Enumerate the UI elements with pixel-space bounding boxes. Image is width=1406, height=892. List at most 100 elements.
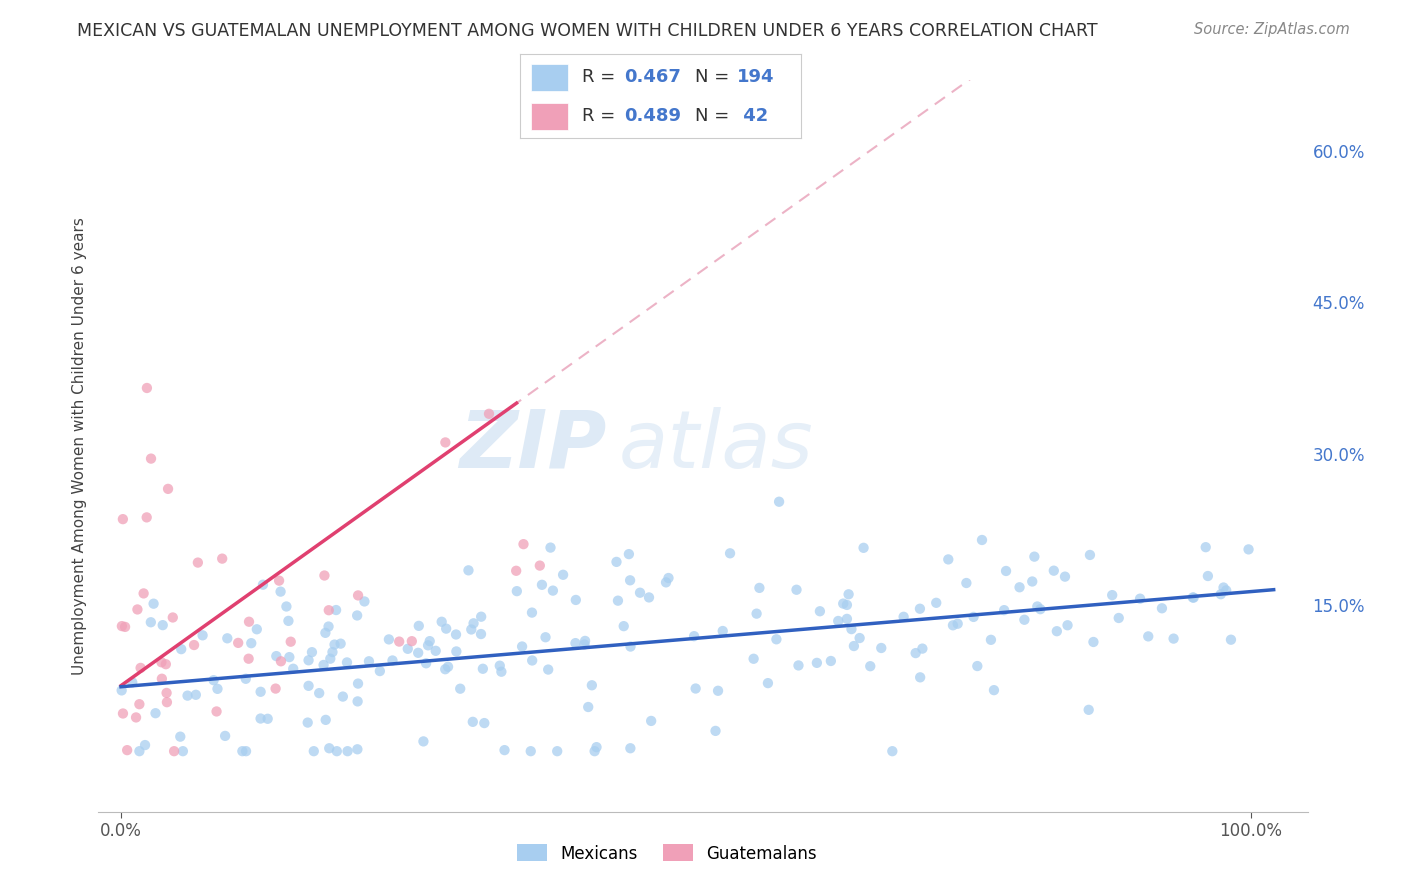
Point [297, 715, 319, 730]
Point [321, 645, 343, 659]
Point [470, 609, 492, 624]
Point [425, 644, 447, 658]
Point [319, 651, 342, 665]
Text: 0.489: 0.489 [624, 107, 682, 125]
Point [231, 744, 253, 758]
Point [619, 640, 641, 654]
Y-axis label: Unemployment Among Women with Children Under 6 years: Unemployment Among Women with Children U… [72, 217, 87, 675]
Point [848, 631, 870, 645]
Point [946, 616, 969, 631]
Point [408, 619, 430, 633]
Point [540, 541, 562, 555]
Point [841, 622, 863, 636]
Point [252, 577, 274, 591]
Point [270, 584, 292, 599]
Point [127, 602, 149, 616]
Point [449, 681, 471, 696]
Point [835, 598, 858, 612]
Point [530, 578, 553, 592]
Point [1077, 703, 1099, 717]
Point [150, 672, 173, 686]
Point [1083, 635, 1105, 649]
Point [434, 622, 457, 636]
Text: 42: 42 [737, 107, 768, 125]
Point [256, 712, 278, 726]
Point [276, 599, 298, 614]
Point [1029, 602, 1052, 616]
Point [835, 612, 858, 626]
Point [401, 634, 423, 648]
Point [323, 638, 346, 652]
Point [184, 688, 207, 702]
Point [240, 636, 263, 650]
Point [297, 679, 319, 693]
Point [1209, 587, 1232, 601]
Point [111, 683, 134, 698]
Point [176, 689, 198, 703]
Point [415, 657, 437, 671]
Point [135, 381, 157, 395]
Point [904, 646, 927, 660]
Point [155, 657, 177, 672]
Text: N =: N = [695, 69, 734, 87]
Point [628, 585, 651, 599]
Point [962, 610, 984, 624]
Point [238, 651, 260, 665]
Point [993, 603, 1015, 617]
Text: ZIP: ZIP [458, 407, 606, 485]
Point [202, 673, 225, 688]
Point [326, 744, 349, 758]
Point [522, 653, 544, 667]
Point [412, 734, 434, 748]
Point [325, 603, 347, 617]
Text: 0.467: 0.467 [624, 69, 681, 87]
Point [114, 620, 136, 634]
Point [619, 741, 641, 756]
Point [314, 568, 336, 582]
Point [908, 601, 931, 615]
Point [347, 676, 370, 690]
Point [346, 608, 368, 623]
Point [125, 710, 148, 724]
Text: R =: R = [582, 107, 621, 125]
Point [765, 632, 787, 647]
Point [132, 586, 155, 600]
Point [444, 627, 467, 641]
Point [1008, 580, 1031, 594]
Point [156, 695, 179, 709]
Point [434, 435, 457, 450]
Point [1014, 613, 1036, 627]
Point [683, 629, 706, 643]
Point [267, 574, 290, 588]
Text: MEXICAN VS GUATEMALAN UNEMPLOYMENT AMONG WOMEN WITH CHILDREN UNDER 6 YEARS CORRE: MEXICAN VS GUATEMALAN UNEMPLOYMENT AMONG… [77, 22, 1098, 40]
Point [541, 583, 564, 598]
Point [565, 593, 588, 607]
Point [155, 686, 177, 700]
Point [838, 587, 860, 601]
Point [315, 713, 337, 727]
Point [512, 537, 534, 551]
Point [128, 697, 150, 711]
Point [157, 482, 180, 496]
Point [925, 596, 948, 610]
Point [980, 632, 1002, 647]
Legend: Mexicans, Guatemalans: Mexicans, Guatemalans [510, 838, 824, 869]
Point [506, 584, 529, 599]
Point [1056, 618, 1078, 632]
Point [301, 645, 323, 659]
Point [318, 619, 340, 633]
Point [704, 723, 727, 738]
Point [1212, 581, 1234, 595]
Point [1137, 629, 1160, 643]
Point [457, 563, 479, 577]
Point [1078, 548, 1101, 562]
Point [955, 576, 977, 591]
Point [1182, 591, 1205, 605]
Point [115, 743, 138, 757]
Point [1024, 549, 1046, 564]
Point [312, 657, 335, 672]
Point [510, 640, 533, 654]
Point [1195, 540, 1218, 554]
Point [314, 625, 336, 640]
Point [1021, 574, 1043, 589]
